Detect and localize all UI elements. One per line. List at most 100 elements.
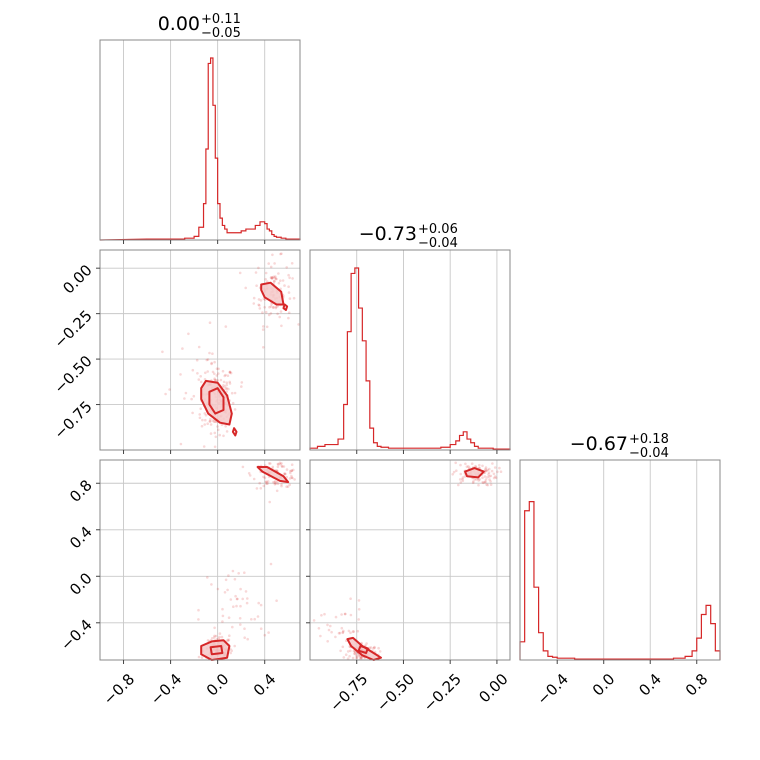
scatter-point [341,645,345,649]
scatter-point [238,271,242,275]
scatter-point [468,466,471,470]
scatter-point [267,631,270,634]
scatter-point [271,306,275,309]
contour-r2c0-2 [256,466,290,484]
scatter-point [214,378,218,382]
scatter-point [470,462,474,466]
scatter-point [243,636,246,639]
scatter-point [337,631,341,635]
scatter-point [493,475,497,478]
scatter-point [457,483,460,487]
scatter-point [271,253,274,257]
scatter-point [346,650,350,653]
scatter-point [359,656,363,659]
title-upper-1: +0.06 [418,222,458,237]
scatter-point [273,483,277,486]
scatter-point [259,487,263,490]
scatter-point [191,411,194,415]
scatter-point [459,472,463,476]
contour-r1c0-4 [282,303,289,311]
scatter-point [349,631,352,635]
scatter-point [285,475,289,479]
scatter-point [492,476,496,480]
scatter-point [256,615,260,618]
scatter-point [218,632,222,635]
scatter-point [353,652,357,656]
scatter-point [201,418,204,422]
scatter-point [281,465,284,468]
scatter-point [239,587,242,591]
scatter-point [204,413,208,417]
scatter-point [239,623,242,626]
scatter-point [487,471,491,475]
panel-frame-r1c1 [309,249,511,451]
xtick-label-param0-0: −0.8 [100,670,138,708]
scatter-point [451,473,455,476]
scatter-point [240,385,243,388]
scatter-point [342,629,345,633]
scatter-point [492,472,496,476]
scatter-point [216,379,219,382]
scatter-point [349,613,353,617]
scatter-point [183,397,186,400]
scatter-point [253,617,256,621]
scatter-point [293,478,296,481]
scatter-point [489,480,492,483]
scatter-point [264,310,268,314]
scatter-point [274,277,278,281]
ytick-label-row2-3: −0.4 [57,616,95,654]
scatter-point [204,371,207,375]
scatter-point [206,358,210,361]
scatter-point [231,625,234,629]
scatter-point [273,262,276,265]
histogram-param-1 [309,267,511,450]
scatter-point [270,277,274,281]
histogram-param-2 [519,501,721,660]
scatter-point [279,279,282,283]
scatter-point [212,420,216,424]
scatter-point [206,370,209,373]
scatter-point [285,266,289,269]
scatter-point [235,597,239,601]
scatter-point [359,656,363,660]
ytick-label-row1-3: −0.75 [50,397,95,442]
scatter-point [483,480,487,484]
scatter-point [465,465,469,469]
scatter-point [351,656,355,660]
scatter-point [283,284,286,287]
scatter-point [265,325,269,329]
scatter-point [245,601,249,605]
scatter-point [490,469,494,473]
scatter-point [290,463,294,467]
scatter-point [273,481,277,484]
scatter-point [341,630,345,634]
scatter-point [179,373,182,376]
scatter-point [227,616,231,619]
scatter-point [475,478,478,481]
scatter-point [471,481,475,485]
title-lower-2: −0.04 [629,446,669,461]
scatter-point [354,654,358,657]
scatter-point [259,603,263,607]
scatter-point [484,466,488,469]
scatter-point [272,275,276,279]
contours-layer [200,281,485,661]
scatter-point [261,328,265,331]
title-param-0: 0.00 [158,13,200,35]
scatter-point [377,646,380,650]
scatter-point [250,618,253,621]
title-median-0: 0.00 [158,13,200,35]
xtick-label-param0-2: 0.0 [203,670,233,700]
ytick-label-row1-0: 0.00 [59,261,95,297]
scatter-point [264,278,268,281]
contour-r1c0-3 [260,281,285,306]
scatter-point [455,469,458,473]
scatter-point [360,656,364,660]
scatter-point [210,362,213,366]
scatter-point [278,315,282,319]
scatter-point [252,302,256,305]
scatter-point [229,371,233,375]
scatter-point [270,303,273,306]
title-median-1: −0.73 [359,223,417,245]
scatter-point [233,644,236,648]
